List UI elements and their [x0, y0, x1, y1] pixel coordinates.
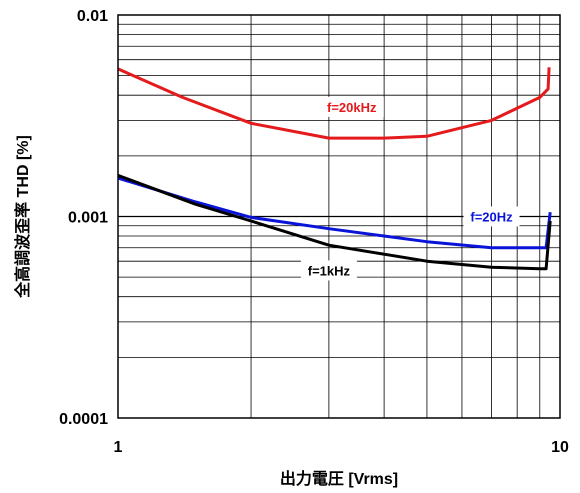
y-minor-grid: [118, 23, 560, 358]
series-label: f=1kHz: [308, 263, 351, 278]
y-tick-label-0.01: 0.01: [77, 8, 108, 25]
series-layer: [117, 67, 552, 271]
y-axis-label: 全高調波歪率 THD [%]: [13, 135, 32, 299]
y-tick-label-0.001: 0.001: [68, 210, 108, 227]
series-line-f-20hz: [117, 176, 552, 250]
x-tick-label-1: 1: [114, 439, 123, 456]
series-label-bg: [300, 260, 357, 281]
series-labels: f=20kHz f=20Hz f=1kHz: [300, 96, 520, 281]
series-line-f-20khz: [117, 67, 551, 140]
series-label-bg: [319, 96, 384, 117]
series-line-f-1khz: [117, 173, 552, 271]
series-label-bg: [463, 206, 520, 227]
plot-frame: [117, 14, 561, 419]
x-axis-label: 出力電圧 [Vrms]: [280, 469, 398, 488]
series-label: f=20Hz: [470, 210, 513, 225]
x-tick-label-10: 10: [551, 439, 569, 456]
y-tick-label-0.0001: 0.0001: [59, 411, 108, 428]
series-label: f=20kHz: [327, 100, 377, 115]
